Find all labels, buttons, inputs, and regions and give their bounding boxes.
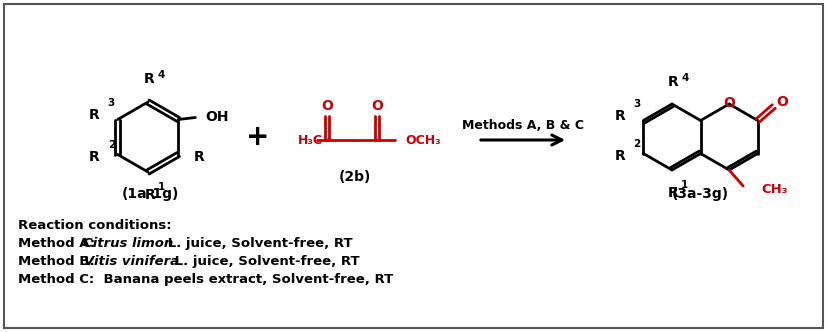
Text: OH: OH (205, 110, 229, 124)
Text: 4: 4 (157, 70, 165, 80)
Text: 2: 2 (108, 139, 115, 149)
Text: 2: 2 (633, 138, 641, 148)
Text: R: R (89, 108, 100, 122)
Text: 1: 1 (158, 182, 165, 192)
Text: O: O (776, 95, 787, 109)
Text: Vitis vinifera: Vitis vinifera (84, 255, 179, 268)
Text: OCH₃: OCH₃ (405, 133, 441, 146)
Text: 3: 3 (108, 98, 115, 108)
Text: +: + (246, 123, 270, 151)
Text: R: R (144, 72, 155, 86)
Text: Citrus limon: Citrus limon (83, 237, 173, 250)
Text: Method C:  Banana peels extract, Solvent-free, RT: Method C: Banana peels extract, Solvent-… (18, 273, 394, 286)
Text: R: R (614, 109, 625, 123)
Text: L. juice, Solvent-free, RT: L. juice, Solvent-free, RT (163, 237, 352, 250)
Text: R: R (614, 148, 625, 162)
Text: R: R (89, 149, 100, 163)
Text: 3: 3 (633, 99, 641, 109)
FancyBboxPatch shape (4, 4, 823, 328)
Text: 4: 4 (681, 73, 688, 83)
Text: O: O (321, 99, 333, 113)
Text: CH₃: CH₃ (761, 183, 787, 196)
Text: R: R (145, 188, 155, 202)
Text: 1: 1 (681, 180, 688, 190)
Text: R: R (667, 186, 678, 200)
Text: O: O (724, 96, 735, 110)
Text: Method B:: Method B: (18, 255, 99, 268)
Text: R: R (667, 75, 678, 89)
Text: H₃C: H₃C (298, 133, 323, 146)
Text: O: O (371, 99, 383, 113)
Text: L. juice, Solvent-free, RT: L. juice, Solvent-free, RT (170, 255, 360, 268)
Text: Method A:: Method A: (18, 237, 100, 250)
Text: (3a-3g): (3a-3g) (672, 187, 729, 201)
Text: R: R (194, 149, 204, 163)
Text: (2b): (2b) (339, 170, 371, 184)
Text: Methods A, B & C: Methods A, B & C (462, 119, 584, 131)
Text: Reaction conditions:: Reaction conditions: (18, 219, 172, 232)
Text: (1a-1g): (1a-1g) (122, 187, 179, 201)
